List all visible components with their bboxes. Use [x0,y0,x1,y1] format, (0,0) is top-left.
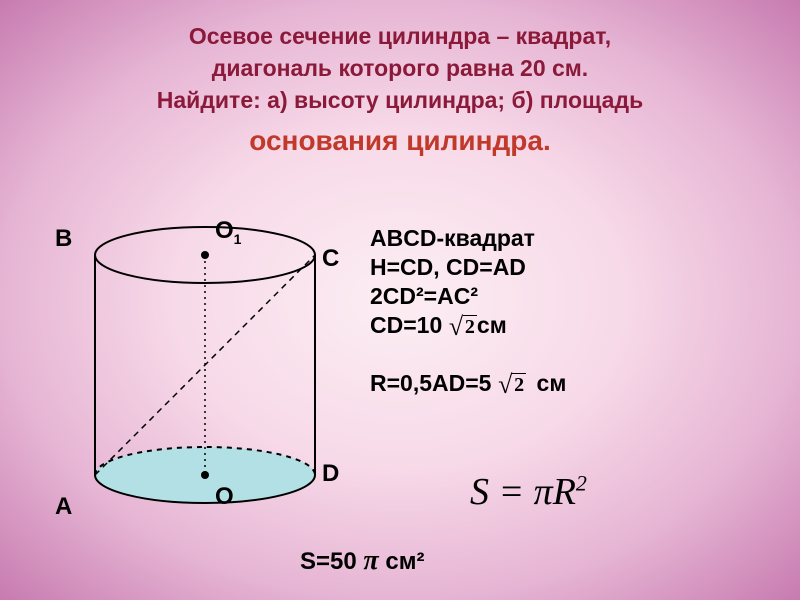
center-bottom-dot [201,471,209,479]
sol-l4a: CD=10 [370,312,442,338]
sqrt-arg-2: 2 [512,373,526,397]
sqrt-expr-2: √2 [498,370,526,400]
formula-eq: = [489,471,534,513]
label-B: B [55,225,72,253]
title-line-3: Найдите: а) высоту цилиндра; б) площадь [0,84,800,116]
center-top-dot [201,251,209,259]
area-formula: S = πR2 [470,470,587,514]
sol-line-2: H=CD, CD=AD [370,254,770,281]
sol-line-5: R=0,5AD=5 √2 см [370,370,770,400]
result-b: см² [385,548,424,575]
sol-line-1: ABCD-квадрат [370,225,770,252]
sol-line-3: 2CD²=AC² [370,283,770,310]
sqrt-symbol-icon: √ [449,312,463,342]
label-O: O [215,483,234,511]
formula-exp: 2 [576,470,587,495]
title-line-1: Осевое сечение цилиндра – квадрат, [0,20,800,52]
sqrt-symbol-icon-2: √ [498,370,512,400]
formula-R: R [553,471,576,513]
formula-pi: π [534,471,553,513]
sqrt-expr-1: √2 [449,312,477,342]
cylinder-diagram: B C A D O O1 [60,215,350,545]
sol-l5a: R=0,5AD=5 [370,370,491,396]
solution-block: ABCD-квадрат H=CD, CD=AD 2CD²=AC² CD=10 … [370,225,770,402]
result-line: S=50 π см² [300,545,424,577]
cylinder-svg [60,215,350,545]
label-D: D [322,460,339,488]
problem-title: Осевое сечение цилиндра – квадрат, диаго… [0,20,800,160]
result-a: S=50 [300,548,363,575]
label-O1: O1 [215,217,241,247]
formula-S-letter: S [470,471,489,513]
label-O1-sub: 1 [234,231,242,247]
sol-line-4: CD=10 √2 см [370,312,770,342]
result-pi: π [363,545,378,576]
label-A: A [55,493,72,521]
label-O1-letter: O [215,217,234,244]
title-line-4: основания цилиндра. [0,121,800,160]
title-line-2: диагональ которого равна 20 см. [0,52,800,84]
label-C: C [322,245,339,273]
sol-l4b: см [477,312,507,338]
sol-l5b: см [537,370,567,396]
sqrt-arg-1: 2 [463,315,477,339]
